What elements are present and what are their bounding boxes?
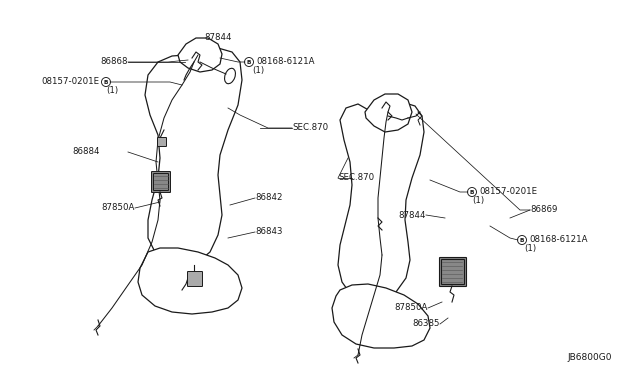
Text: 86869: 86869 [530,205,557,215]
FancyBboxPatch shape [442,260,465,285]
Text: 87850A: 87850A [102,203,135,212]
Polygon shape [138,248,242,314]
Polygon shape [145,48,242,265]
Text: (1): (1) [106,86,118,94]
Text: SEC.870: SEC.870 [338,173,374,183]
Text: 86843: 86843 [255,228,282,237]
Text: 86385: 86385 [413,320,440,328]
Text: 08157-0201E: 08157-0201E [41,77,99,87]
Text: 86868: 86868 [100,58,128,67]
Text: (1): (1) [252,65,264,74]
Text: 87844: 87844 [204,33,232,42]
Text: B: B [247,60,251,64]
Text: B: B [470,189,474,195]
Text: 08168-6121A: 08168-6121A [529,235,588,244]
FancyBboxPatch shape [157,138,166,147]
Text: SEC.870: SEC.870 [292,124,328,132]
Text: (1): (1) [472,196,484,205]
Text: 86842: 86842 [255,193,282,202]
FancyBboxPatch shape [440,257,467,286]
Text: 86884: 86884 [72,148,100,157]
Text: 08168-6121A: 08168-6121A [256,58,314,67]
Text: 87850A: 87850A [395,304,428,312]
Polygon shape [365,94,412,132]
Polygon shape [178,38,222,72]
FancyBboxPatch shape [188,272,202,286]
Text: JB6800G0: JB6800G0 [568,353,612,362]
Text: B: B [104,80,108,84]
Text: 08157-0201E: 08157-0201E [479,187,537,196]
Text: (1): (1) [524,244,536,253]
FancyBboxPatch shape [152,171,170,192]
Text: B: B [520,237,524,243]
FancyBboxPatch shape [154,173,168,190]
Text: 87844: 87844 [399,211,426,219]
Polygon shape [338,102,424,302]
Polygon shape [332,284,430,348]
